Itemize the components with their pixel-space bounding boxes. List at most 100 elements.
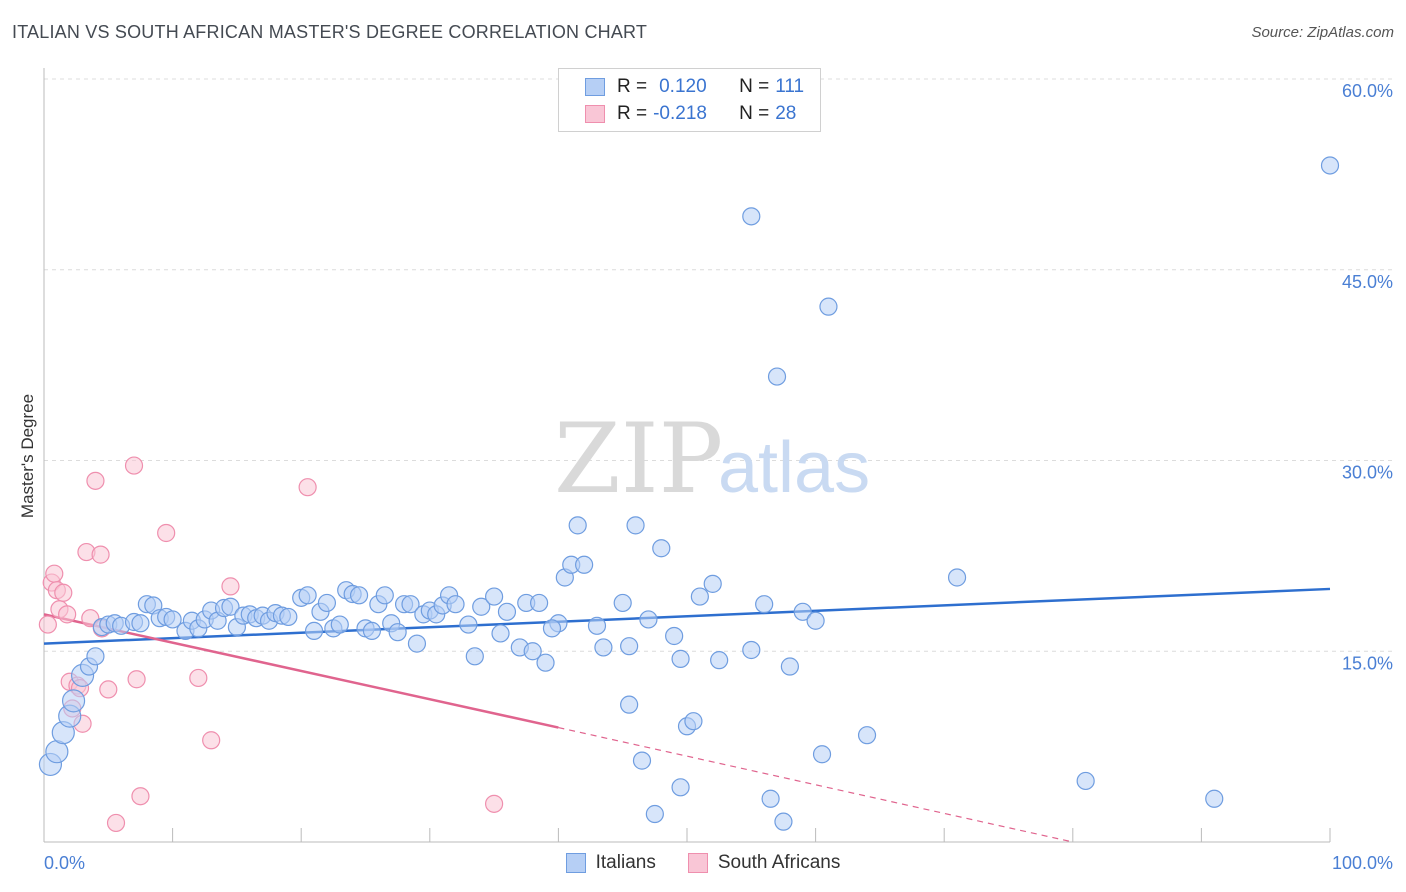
italians-point: [947, 568, 967, 587]
y-tick-label: 60.0%: [1342, 81, 1393, 101]
watermark-zip: ZIP: [554, 403, 723, 515]
legend-r-label: R =: [617, 76, 648, 97]
italians-point: [568, 516, 587, 535]
south-africans-point: [54, 583, 73, 602]
legend-n-label: N =: [739, 76, 770, 97]
italians-point: [298, 586, 317, 605]
italians-point: [446, 595, 465, 614]
series-label-south-africans: South Africans: [717, 852, 841, 873]
correlation-legend: R = 0.120 N = 111 R = -0.218 N = 28: [558, 68, 821, 132]
italians-point: [652, 539, 671, 558]
italians-point: [639, 610, 658, 629]
italians-point: [131, 614, 150, 633]
italians-point: [330, 615, 349, 634]
italians-point: [710, 651, 729, 670]
south-africans-point: [58, 605, 77, 624]
italians-point: [857, 726, 877, 745]
x-tick-label-max: 100.0%: [1332, 853, 1393, 873]
italians-point: [536, 653, 555, 672]
south-africans-point: [485, 794, 504, 813]
italians-point: [221, 597, 240, 616]
italians-point: [742, 640, 761, 660]
legend-n-label: N =: [739, 103, 770, 124]
south-africans-trend-line: [43, 613, 559, 729]
italians-point: [523, 642, 542, 661]
chart-title: ITALIAN VS SOUTH AFRICAN MASTER'S DEGREE…: [12, 22, 648, 42]
italians-point: [465, 647, 484, 666]
italians-point: [497, 602, 517, 621]
south-africans-point: [106, 813, 126, 833]
italians-point: [279, 607, 298, 627]
trend-lines: [43, 587, 1331, 843]
legend-r-label: R =: [617, 103, 648, 124]
italians-point: [819, 297, 838, 316]
legend-row-south-africans: R = -0.218 N = 28: [585, 102, 796, 126]
italians-point: [304, 621, 324, 641]
italians-point: [793, 602, 812, 621]
south-africans-point: [157, 523, 176, 543]
south-africans-point: [99, 680, 118, 699]
italians-point: [761, 789, 780, 808]
series-legend: Italians South Africans: [0, 852, 1406, 874]
italians-point: [86, 647, 105, 666]
italians-point: [613, 593, 632, 613]
south-africans-point: [91, 545, 110, 564]
legend-swatch-south-africans: [585, 105, 605, 123]
italians-point: [690, 587, 709, 606]
italians-point: [806, 611, 825, 630]
y-tick-label: 45.0%: [1342, 272, 1393, 292]
south-africans-point: [221, 577, 240, 596]
italians-point: [620, 637, 639, 656]
italians-point: [575, 555, 594, 574]
italians-point: [767, 367, 787, 386]
italians-point: [594, 638, 613, 657]
legend-n-value: 111: [775, 76, 805, 97]
south-africans-point: [45, 564, 64, 583]
italians-point: [459, 615, 478, 634]
italians-point: [1320, 156, 1340, 175]
italians-point: [684, 712, 703, 731]
italians-point: [587, 616, 607, 635]
italians-point: [485, 587, 504, 606]
italians-point: [61, 689, 86, 713]
watermark-atlas: atlas: [718, 428, 870, 508]
italians-point: [671, 778, 690, 797]
italians-point: [632, 751, 652, 770]
italians-point: [163, 610, 182, 629]
italians-point: [645, 804, 664, 824]
italians-point: [1205, 789, 1224, 808]
series-legend-italians: Italians: [565, 852, 656, 874]
south-africans-point: [127, 670, 146, 689]
italians-point: [620, 695, 639, 714]
italians-point: [375, 586, 394, 605]
south-africans-point: [131, 787, 150, 806]
italians-point: [388, 623, 407, 642]
italians-point: [542, 619, 562, 638]
italians-point: [407, 634, 427, 653]
legend-row-italians: R = 0.120 N = 111: [585, 75, 804, 99]
italians-point: [626, 516, 645, 535]
italians-point: [401, 595, 420, 614]
italians-point: [780, 657, 799, 676]
italians-point: [665, 626, 684, 646]
legend-r-value: -0.218: [653, 103, 707, 124]
italians-point: [362, 621, 382, 641]
south-africans-point: [38, 615, 57, 634]
italians-point: [703, 574, 722, 593]
south-africans-point: [86, 471, 105, 490]
y-tick-label: 15.0%: [1342, 653, 1393, 673]
italians-point: [491, 624, 510, 643]
y-tick-labels: 15.0% 30.0% 45.0% 60.0%: [1342, 81, 1393, 673]
legend-r-value: 0.120: [659, 76, 707, 97]
watermark: ZIP atlas: [554, 403, 870, 515]
series-label-italians: Italians: [595, 852, 656, 873]
south-africans-points: [38, 456, 504, 833]
y-tick-label: 30.0%: [1342, 463, 1393, 483]
south-africans-point: [124, 456, 144, 475]
italians-points: [38, 156, 1340, 831]
italians-point: [774, 812, 793, 831]
south-africans-point: [202, 731, 221, 750]
source-label: Source: ZipAtlas.com: [1251, 24, 1394, 41]
south-africans-point: [298, 478, 317, 497]
